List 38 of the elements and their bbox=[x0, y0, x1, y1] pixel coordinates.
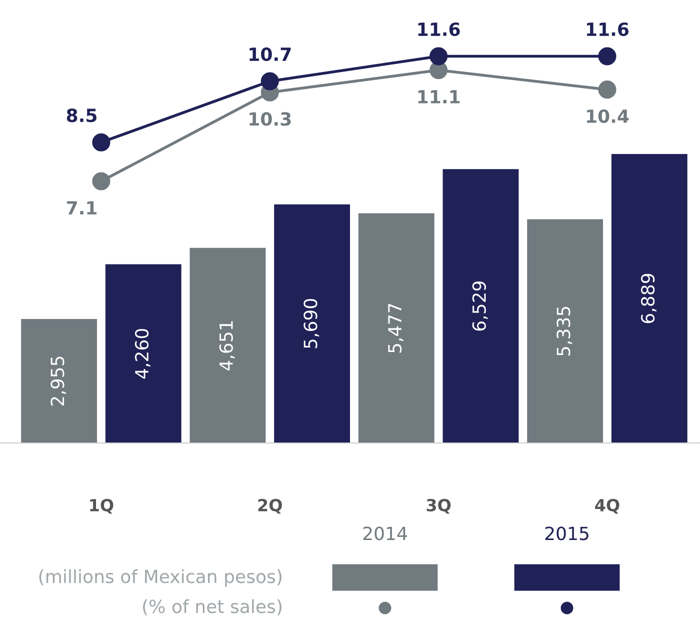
x-tick-label: 1Q bbox=[90, 498, 114, 514]
text: 2015 bbox=[545, 526, 588, 540]
data-label: 4,260 bbox=[134, 329, 150, 379]
data-label: 11.1 bbox=[418, 90, 460, 104]
point bbox=[598, 47, 616, 66]
data-label: 4,651 bbox=[219, 321, 235, 370]
data-label: 11.6 bbox=[418, 22, 460, 36]
bar bbox=[442, 169, 519, 443]
bar bbox=[527, 219, 604, 443]
data-label: 10.7 bbox=[250, 47, 291, 62]
data-label: 10.4 bbox=[586, 109, 629, 124]
bar bbox=[358, 213, 434, 443]
bar bbox=[105, 264, 182, 443]
data-label: 6,889 bbox=[640, 274, 656, 324]
x-tick-label: 4Q bbox=[595, 498, 620, 514]
text: (% of net sales) bbox=[143, 599, 282, 616]
bar bbox=[611, 154, 688, 443]
x-tick-label: 2Q bbox=[258, 498, 282, 514]
data-label: 2,955 bbox=[50, 356, 66, 406]
text: 2014 bbox=[363, 526, 407, 540]
x-tick-label: 3Q bbox=[426, 498, 451, 514]
point bbox=[92, 133, 110, 152]
data-label: 11.6 bbox=[586, 22, 629, 36]
data-label: 6,529 bbox=[472, 281, 488, 331]
bar bbox=[274, 204, 350, 443]
data-label: 5,335 bbox=[556, 306, 572, 356]
text: (millions of Mexican pesos) bbox=[39, 569, 282, 587]
data-label: 5,690 bbox=[304, 299, 320, 348]
point bbox=[260, 72, 279, 90]
data-label: 10.3 bbox=[250, 112, 291, 126]
data-label: 5,477 bbox=[388, 304, 404, 353]
point bbox=[598, 80, 616, 99]
data-label: 7.1 bbox=[66, 201, 97, 214]
data-label: 8.5 bbox=[66, 108, 96, 122]
point bbox=[430, 47, 448, 66]
bar bbox=[190, 248, 266, 443]
bar bbox=[21, 319, 97, 443]
point bbox=[92, 172, 110, 190]
